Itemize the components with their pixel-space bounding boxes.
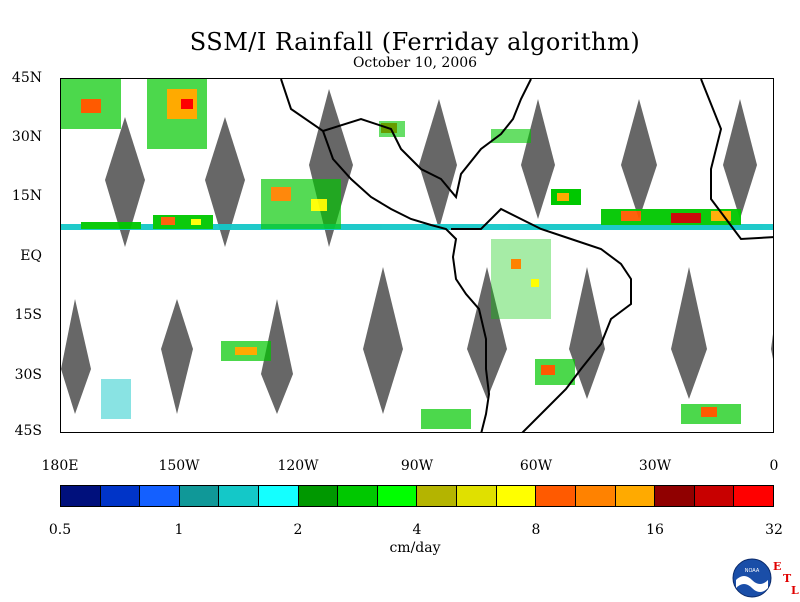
colorbar-swatch	[219, 486, 260, 506]
gulf-coast	[322, 79, 532, 200]
colorbar-swatch	[734, 486, 773, 506]
north-america-coast	[280, 79, 491, 432]
lat-label-eq: EQ	[20, 248, 42, 264]
rain-itcz	[61, 179, 773, 230]
swath-gap	[771, 334, 773, 359]
colorbar-swatch	[496, 486, 537, 506]
colorbar-tick-32: 32	[765, 522, 783, 538]
svg-text:NOAA: NOAA	[745, 568, 760, 574]
lat-label-45n: 45N	[11, 70, 42, 86]
colorbar-swatch	[694, 486, 735, 506]
lat-label-15s: 15S	[14, 307, 42, 323]
lon-label-90w: 90W	[400, 458, 434, 474]
swath-gap	[161, 299, 193, 414]
swath-gap	[205, 117, 245, 247]
swath-gap	[61, 299, 91, 414]
lat-label-30s: 30S	[14, 367, 42, 383]
coastlines	[280, 79, 773, 432]
swath-gap	[569, 267, 605, 399]
colorbar-units: cm/day	[389, 540, 441, 556]
swath-gap	[467, 267, 507, 399]
africa-coast	[700, 79, 773, 241]
etl-letter-l: L	[791, 584, 799, 597]
lat-label-30n: 30N	[11, 129, 42, 145]
map-title: SSM/I Rainfall (Ferriday algorithm)	[189, 28, 641, 56]
colorbar-swatch	[140, 486, 180, 506]
colorbar-tick-4: 4	[412, 522, 422, 538]
swath-gap	[363, 267, 403, 414]
lon-label-30w: 30W	[638, 458, 672, 474]
etl-letter-t: T	[783, 572, 792, 585]
rainfall-map-svg	[61, 79, 773, 432]
swath-gaps	[61, 89, 773, 414]
south-america-east-coast	[451, 207, 632, 432]
lat-label-45s: 45S	[14, 423, 42, 439]
swath-gap	[723, 99, 757, 219]
colorbar-swatch	[298, 486, 339, 506]
colorbar-swatch	[259, 486, 299, 506]
rain-south-america	[491, 239, 575, 385]
colorbar-tick-8: 8	[531, 522, 541, 538]
colorbar-tick-0.5: 0.5	[48, 522, 72, 538]
swath-gap	[521, 99, 555, 219]
lon-label-60w: 60W	[519, 458, 553, 474]
colorbar-swatch	[536, 486, 576, 506]
colorbar-tick-2: 2	[293, 522, 303, 538]
etl-letter-e: E	[773, 560, 782, 573]
colorbar-swatch	[100, 486, 141, 506]
colorbar-tick-1: 1	[174, 522, 184, 538]
colorbar-swatch	[61, 486, 101, 506]
swath-gap	[261, 299, 293, 414]
lon-label-0: 0	[769, 458, 779, 474]
colorbar-swatch	[457, 486, 497, 506]
lon-label-120w: 120W	[277, 458, 319, 474]
colorbar-swatch	[417, 486, 458, 506]
rain-south	[101, 341, 741, 429]
lon-label-150w: 150W	[158, 458, 200, 474]
colorbar-swatch	[377, 486, 418, 506]
colorbar-swatch	[179, 486, 220, 506]
swath-gap	[621, 99, 657, 219]
lat-label-15n: 15N	[11, 188, 42, 204]
colorbar-swatch	[655, 486, 695, 506]
colorbar-swatch	[575, 486, 616, 506]
swath-gap	[105, 117, 145, 247]
map-date: October 10, 2006	[352, 55, 478, 71]
colorbar	[60, 485, 774, 507]
swath-gap	[419, 99, 457, 229]
swath-gap	[671, 267, 707, 399]
colorbar-swatch	[615, 486, 656, 506]
lon-label-180e: 180E	[41, 458, 79, 474]
colorbar-swatch	[338, 486, 378, 506]
rain-north-pacific	[61, 79, 207, 149]
colorbar-tick-16: 16	[646, 522, 664, 538]
noaa-logo-icon: NOAA	[732, 558, 772, 598]
rainfall-map	[60, 78, 774, 433]
